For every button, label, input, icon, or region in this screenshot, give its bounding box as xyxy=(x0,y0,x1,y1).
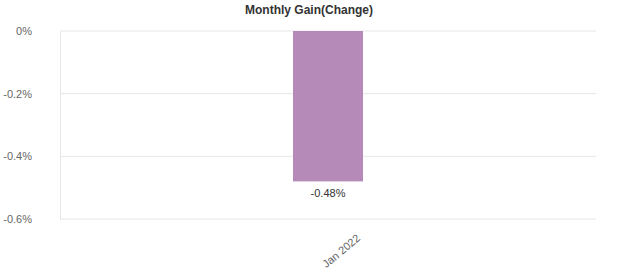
plot: 0% -0.2% -0.4% -0.6% Jan 2022 -0.48% xyxy=(3,25,596,270)
x-axis: Jan 2022 xyxy=(61,219,597,270)
y-tick: -0.2% xyxy=(3,88,60,100)
y-tick: 0% xyxy=(16,25,60,37)
bars xyxy=(293,31,363,181)
y-tick-label: -0.6% xyxy=(3,213,32,225)
chart: Monthly Gain(Change) 0% -0.2% -0.4% -0.6% Jan… xyxy=(0,0,618,270)
y-axis-line xyxy=(60,32,61,220)
grid xyxy=(60,31,596,219)
y-axis: 0% -0.2% -0.4% -0.6% xyxy=(3,25,60,225)
y-tick-label: 0% xyxy=(16,25,32,37)
y-tick-label: -0.4% xyxy=(3,150,32,162)
x-axis-line xyxy=(61,219,597,220)
x-tick-label: Jan 2022 xyxy=(320,232,362,270)
y-tick: -0.6% xyxy=(3,213,60,225)
data-labels: -0.48% xyxy=(311,187,346,199)
grid-line xyxy=(60,219,596,220)
y-tick-label: -0.2% xyxy=(3,88,32,100)
data-label: -0.48% xyxy=(311,187,346,199)
y-tick: -0.4% xyxy=(3,150,60,162)
bar xyxy=(293,31,363,181)
title: Monthly Gain(Change) xyxy=(245,3,373,17)
x-tick: Jan 2022 xyxy=(320,219,362,270)
